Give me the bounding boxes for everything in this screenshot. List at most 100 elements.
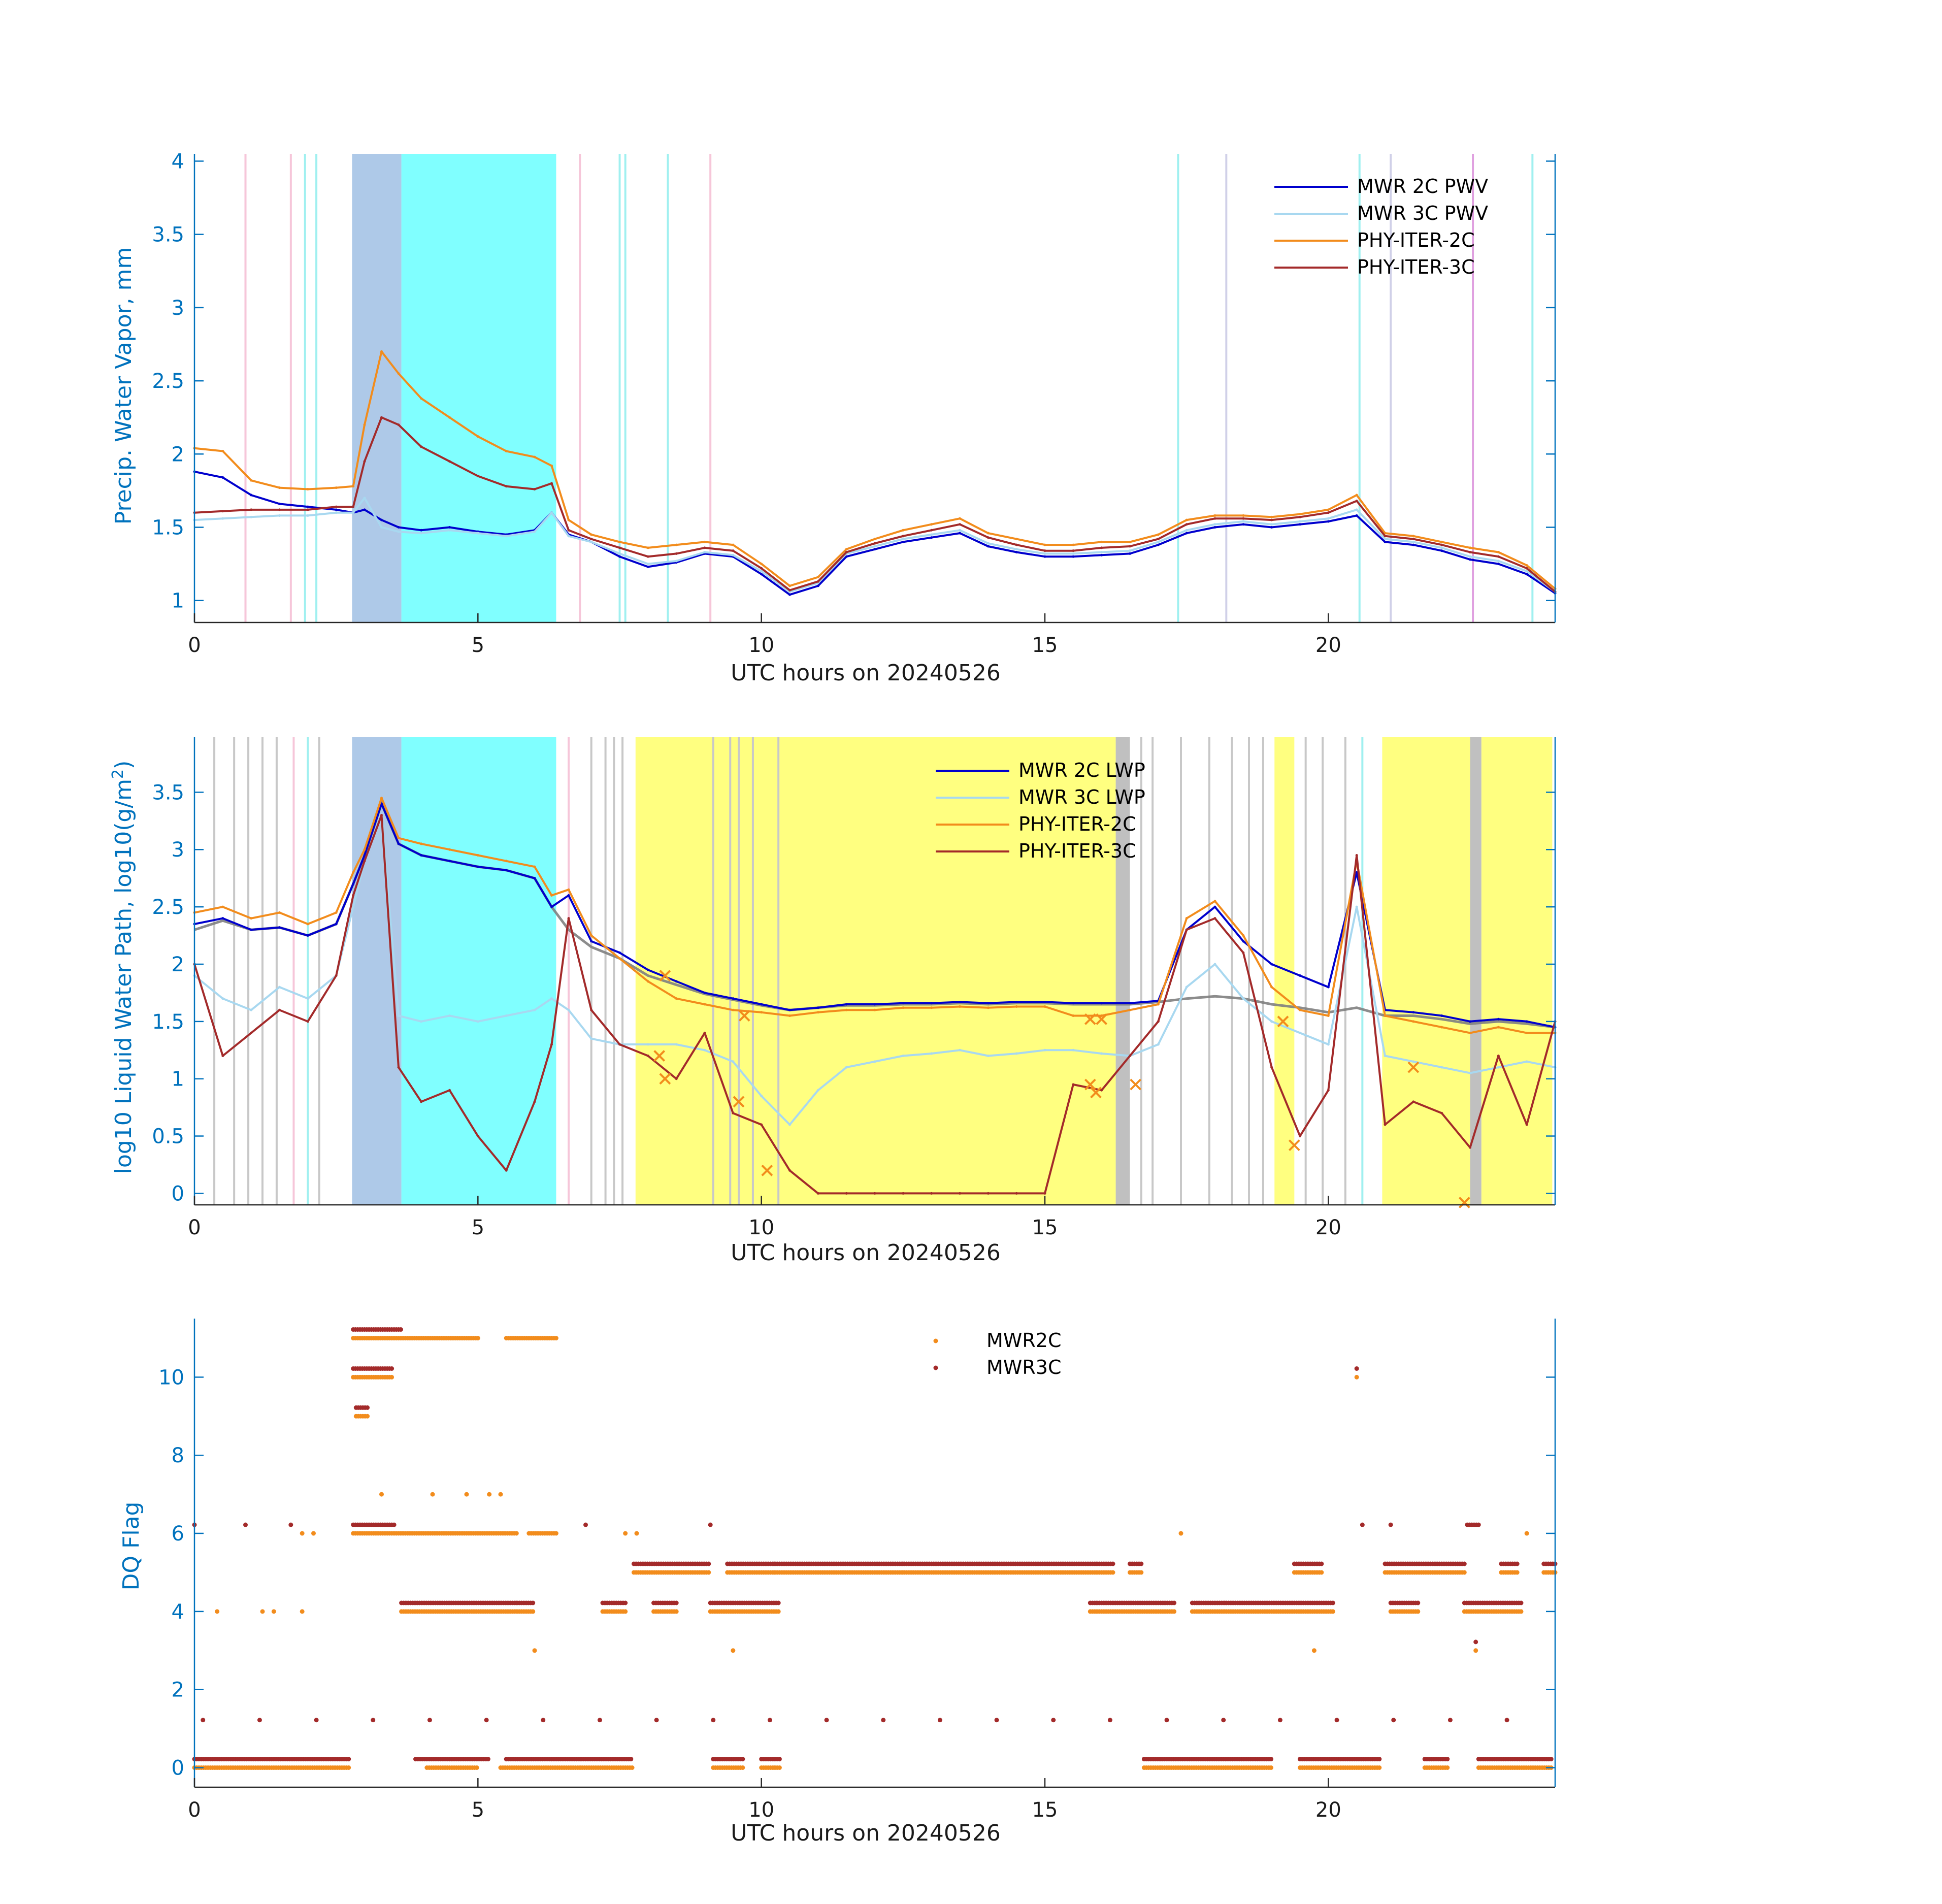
- data-point-mwr-2c-lwp: [986, 1002, 990, 1005]
- data-point-phy-iter-3c: [675, 1077, 678, 1080]
- y-tick-label: 1: [172, 1068, 184, 1091]
- data-point-mwr-3c-pwv: [1242, 520, 1245, 523]
- legend-label-mwr-3c-lwp: MWR 3C LWP: [1018, 786, 1145, 808]
- data-point-phy-iter-3c: [1015, 1192, 1018, 1195]
- pwv-legend: MWR 2C PWV MWR 3C PWV PHY-ITER-2C PHY-ITER-…: [1274, 175, 1488, 278]
- data-point-phy-iter-3c: [703, 546, 706, 549]
- data-point-phy-iter-2c: [363, 848, 366, 851]
- data-point-mwr-3c-lwp: [352, 905, 355, 908]
- data-point-mwr-3c-lwp: [420, 1020, 423, 1023]
- data-point-mwr-2c-lwp: [1299, 974, 1301, 977]
- data-point-mwr-3c-lwp: [1157, 1043, 1160, 1046]
- data-point-phy-iter-3c: [845, 1192, 848, 1195]
- data-point-phy-iter-2c: [1157, 1003, 1160, 1006]
- cross-marker-8: [1096, 1013, 1108, 1025]
- flag-point-mwr2c: [365, 1414, 370, 1419]
- data-point-mwr-2c-lwp: [788, 1008, 791, 1011]
- flag-point-mwr3c: [1319, 1561, 1324, 1566]
- data-point-mwr-2c-pwv: [420, 529, 423, 532]
- flag-point-mwr3c: [708, 1522, 713, 1527]
- data-point-phy-iter-3c: [1270, 518, 1273, 521]
- data-point-phy-iter-3c: [1157, 1020, 1160, 1023]
- flag-band-0: [352, 154, 402, 622]
- flag-point-mwr3c: [399, 1327, 403, 1332]
- flag-point-mwr3c: [484, 1718, 489, 1723]
- data-point-phy-iter-2c: [476, 854, 479, 857]
- data-point-phy-iter-3c: [1412, 538, 1415, 541]
- flag-point-mwr3c: [711, 1718, 716, 1723]
- data-point-mwr-3c-pwv: [397, 530, 400, 533]
- flag-point-mwr3c: [824, 1718, 829, 1723]
- data-point-mwr-3c-pwv: [1327, 517, 1330, 520]
- data-point-mwr-3c-pwv: [959, 529, 961, 532]
- data-point-mwr-3c-lwp: [505, 1014, 508, 1017]
- data-point-mwr-3c-lwp: [1412, 1060, 1415, 1063]
- data-point-phy-iter-3c: [732, 549, 735, 552]
- data-point-phy-iter-2c: [505, 450, 508, 453]
- series-line-mwr-2c-pwv: [194, 470, 1556, 596]
- data-point-phy-iter-3c: [986, 536, 990, 539]
- data-point-phy-iter-3c: [646, 555, 649, 558]
- data-point-mwr-3c-pwv: [1469, 555, 1471, 558]
- y-tick-label: 0.5: [152, 1125, 184, 1148]
- data-point-mwr-2c-lwp: [1213, 905, 1216, 908]
- series-line-mwr-3c-pwv: [194, 497, 1556, 593]
- flag-point-mwr2c: [389, 1374, 394, 1380]
- legend-label-phy-iter-3c: PHY-ITER-3C: [1357, 256, 1475, 278]
- data-point-mwr-3c-lwp: [845, 1066, 848, 1069]
- legend-swatch-mwr3c: [933, 1365, 938, 1370]
- flag-point-mwr2c: [464, 1492, 469, 1497]
- data-point-phy-iter-2c: [1469, 1031, 1471, 1034]
- data-point-mwr-2c-pwv: [1100, 553, 1103, 556]
- data-point-phy-iter-2c: [533, 455, 536, 458]
- data-point-mwr-2c-lwp: [567, 894, 570, 897]
- data-point-mwr-2c-pwv: [1015, 551, 1018, 554]
- lwp-y-axis-label-end: ): [111, 761, 137, 769]
- flag-point-mwr3c: [1172, 1600, 1177, 1605]
- flag-point-mwr3c: [1330, 1600, 1335, 1605]
- data-point-mwr-2c-pwv: [278, 502, 281, 505]
- data-point-phy-iter-3c: [845, 551, 848, 554]
- data-point-phy-iter-3c: [397, 423, 400, 426]
- y-tick-label: 1.5: [152, 1010, 184, 1034]
- data-point-phy-iter-3c: [550, 482, 553, 485]
- data-point-mwr-2c-lwp: [505, 869, 508, 872]
- x-tick-label: 10: [748, 1216, 774, 1239]
- data-point-phy-iter-2c: [1043, 543, 1046, 546]
- data-point-phy-iter-2c: [959, 517, 961, 520]
- data-point-mwr-3c-lwp: [1043, 1048, 1046, 1052]
- data-point-mwr-2c-pwv: [646, 565, 649, 568]
- flag-band-2: [635, 737, 1116, 1205]
- data-point-phy-iter-3c: [1213, 917, 1216, 920]
- data-point-phy-iter-3c: [533, 488, 536, 491]
- series-line-phy-iter-3c: [193, 814, 1556, 1195]
- data-point-phy-iter-3c: [278, 1008, 281, 1011]
- data-point-phy-iter-3c: [1185, 523, 1188, 526]
- data-point-phy-iter-3c: [1157, 538, 1160, 541]
- flag-point-mwr3c: [740, 1757, 745, 1762]
- data-point-phy-iter-3c: [1327, 1089, 1330, 1092]
- dq-flag-panel: 0 5 10 15 20 0 2 4 6 8 10 UTC hours on 20240526 DQ…: [118, 1319, 1558, 1846]
- data-point-phy-iter-2c: [1242, 934, 1245, 937]
- data-point-mwr-3c-pwv: [902, 538, 905, 541]
- data-point-phy-iter-3c: [788, 589, 791, 592]
- cross-marker-7: [1090, 1087, 1102, 1099]
- flag-point-mwr2c: [1416, 1609, 1421, 1614]
- data-point-mwr-2c-pwv: [1525, 573, 1528, 576]
- lwp-panel: 0 5 10 15 20 0 0.5 1 1.5 2 2.5 3 3.5 UTC hours on 20…: [109, 737, 1557, 1266]
- x-tick-label: 0: [188, 1216, 201, 1239]
- y-tick-label: 1: [172, 589, 184, 613]
- data-point-phy-iter-3c: [363, 860, 366, 863]
- data-point-mwr-2c-pwv: [380, 518, 383, 521]
- flag-point-mwr3c: [1388, 1522, 1393, 1527]
- flag-point-mwr3c: [994, 1718, 999, 1723]
- flag-point-mwr3c: [1360, 1522, 1365, 1527]
- data-point-phy-iter-2c: [845, 1008, 848, 1011]
- flag-point-mwr3c: [1462, 1561, 1467, 1566]
- data-point-mwr-3c-pwv: [1015, 548, 1018, 551]
- flag-point-mwr2c: [630, 1765, 635, 1770]
- flag-point-mwr2c: [706, 1570, 711, 1575]
- data-point-phy-iter-2c: [1270, 515, 1273, 518]
- data-point-phy-iter-2c: [590, 934, 593, 937]
